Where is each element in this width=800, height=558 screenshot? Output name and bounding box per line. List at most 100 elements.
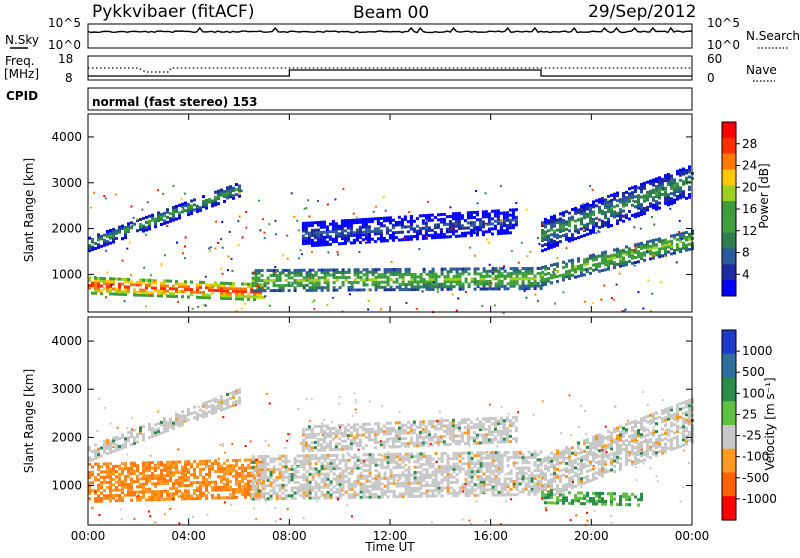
heatmap-cell	[345, 470, 348, 473]
heatmap-cell	[169, 287, 172, 290]
heatmap-cell	[338, 443, 341, 446]
heatmap-cell	[264, 497, 267, 500]
heatmap-cell	[321, 462, 324, 465]
heatmap-cell	[438, 283, 441, 286]
heatmap-cell	[305, 207, 307, 209]
heatmap-cell	[270, 279, 273, 282]
heatmap-cell	[486, 488, 489, 491]
heatmap-cell	[321, 486, 324, 489]
heatmap-cell	[468, 465, 471, 468]
heatmap-cell	[585, 269, 587, 271]
heatmap-cell	[177, 301, 179, 303]
heatmap-cell	[205, 404, 208, 407]
heatmap-cell	[109, 489, 112, 492]
heatmap-cell	[366, 453, 369, 456]
heatmap-cell	[480, 478, 483, 481]
heatmap-cell	[628, 218, 631, 221]
heatmap-cell	[348, 488, 351, 491]
heatmap-cell	[181, 283, 184, 286]
heatmap-cell	[154, 485, 157, 488]
heatmap-cell	[112, 468, 115, 471]
heatmap-cell	[103, 481, 106, 484]
heatmap-cell	[652, 252, 655, 255]
heatmap-cell	[130, 274, 132, 276]
heatmap-cell	[381, 461, 384, 464]
heatmap-cell	[377, 433, 380, 436]
heatmap-cell	[342, 271, 345, 274]
heatmap-cell	[160, 493, 163, 496]
heatmap-cell	[359, 218, 362, 221]
heatmap-cell	[356, 442, 359, 445]
heatmap-cell	[199, 414, 202, 417]
heatmap-cell	[498, 456, 501, 459]
heatmap-cell	[258, 286, 260, 288]
heatmap-cell	[450, 278, 453, 281]
heatmap-cell	[368, 423, 371, 426]
heatmap-cell	[571, 468, 574, 471]
heatmap-cell	[258, 476, 261, 479]
heatmap-cell	[372, 477, 375, 480]
heatmap-cell	[474, 489, 477, 492]
heatmap-cell	[498, 270, 501, 273]
heatmap-cell	[477, 483, 480, 486]
heatmap-cell	[405, 474, 408, 477]
heatmap-cell	[528, 280, 531, 283]
heatmap-cell	[447, 460, 450, 463]
heatmap-cell	[368, 433, 371, 436]
heatmap-cell	[232, 396, 235, 399]
heatmap-cell	[474, 278, 477, 281]
heatmap-cell	[434, 425, 437, 428]
heatmap-cell	[495, 486, 498, 489]
heatmap-cell	[163, 287, 166, 290]
heatmap-cell	[121, 283, 124, 286]
heatmap-cell	[531, 490, 534, 493]
heatmap-cell	[338, 232, 341, 235]
heatmap-cell	[157, 430, 160, 433]
heatmap-cell	[342, 486, 345, 489]
heatmap-cell	[559, 480, 562, 483]
heatmap-cell	[264, 237, 266, 239]
heatmap-cell	[305, 433, 308, 436]
heatmap-cell	[180, 198, 182, 200]
heatmap-cell	[332, 427, 335, 430]
colorbar-swatch	[722, 122, 736, 138]
heatmap-cell	[657, 205, 659, 207]
heatmap-cell	[300, 249, 302, 251]
heatmap-cell	[495, 467, 498, 470]
heatmap-cell	[586, 258, 589, 261]
heatmap-cell	[407, 431, 410, 434]
heatmap-cell	[544, 231, 547, 234]
heatmap-cell	[311, 221, 314, 224]
heatmap-cell	[429, 484, 432, 487]
heatmap-cell	[438, 468, 441, 471]
heatmap-cell	[196, 418, 199, 421]
heatmap-cell	[550, 457, 553, 460]
heatmap-cell	[417, 466, 420, 469]
heatmap-cell	[556, 452, 559, 455]
heatmap-cell	[553, 268, 556, 271]
nsky-tick-bottom: 10^0	[48, 38, 81, 52]
heatmap-cell	[628, 187, 631, 190]
heatmap-cell	[521, 242, 523, 244]
heatmap-cell	[341, 434, 344, 437]
heatmap-cell	[300, 489, 303, 492]
heatmap-cell	[308, 433, 311, 436]
heatmap-cell	[309, 468, 312, 471]
heatmap-cell	[148, 428, 151, 431]
heatmap-cell	[519, 467, 522, 470]
heatmap-cell	[187, 484, 190, 487]
heatmap-cell	[130, 491, 133, 494]
heatmap-cell	[285, 476, 288, 479]
heatmap-cell	[270, 473, 273, 476]
heatmap-cell	[169, 495, 172, 498]
heatmap-cell	[437, 422, 440, 425]
heatmap-cell	[488, 417, 491, 420]
heatmap-cell	[202, 291, 205, 294]
heatmap-cell	[366, 496, 369, 499]
heatmap-cell	[410, 215, 413, 218]
heatmap-cell	[390, 490, 393, 493]
heatmap-cell	[154, 474, 157, 477]
heatmap-cell	[318, 457, 321, 460]
heatmap-cell	[142, 488, 145, 491]
heatmap-cell	[512, 416, 515, 419]
